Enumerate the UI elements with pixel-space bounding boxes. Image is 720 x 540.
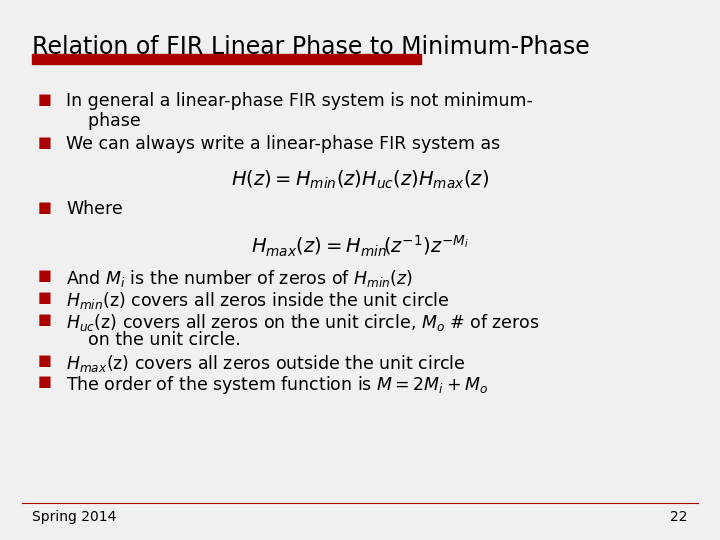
Text: And $M_i$ is the number of zeros of $H_{min}(z)$: And $M_i$ is the number of zeros of $H_{…: [66, 268, 413, 289]
Text: ■: ■: [37, 290, 51, 305]
Text: $H_{min}$(z) covers all zeros inside the unit circle: $H_{min}$(z) covers all zeros inside the…: [66, 290, 450, 311]
Bar: [32, 54, 421, 64]
Text: ■: ■: [37, 200, 51, 215]
Text: ■: ■: [37, 312, 51, 327]
Text: $H_{uc}$(z) covers all zeros on the unit circle, $M_o$ # of zeros: $H_{uc}$(z) covers all zeros on the unit…: [66, 312, 540, 333]
Text: $H_{max}(z)= H_{min}\!\left(z^{-1}\right)z^{-M_i}$: $H_{max}(z)= H_{min}\!\left(z^{-1}\right…: [251, 234, 469, 259]
Text: 22: 22: [670, 510, 688, 524]
Text: ■: ■: [37, 353, 51, 368]
Text: In general a linear-phase FIR system is not minimum-: In general a linear-phase FIR system is …: [66, 92, 533, 110]
Text: ■: ■: [37, 92, 51, 107]
Text: $H(z)= H_{min}(z)H_{uc}(z)H_{max}(z)$: $H(z)= H_{min}(z)H_{uc}(z)H_{max}(z)$: [231, 168, 489, 191]
Text: ■: ■: [37, 268, 51, 284]
Text: phase: phase: [66, 112, 141, 130]
Text: Where: Where: [66, 200, 123, 218]
Text: ■: ■: [37, 374, 51, 389]
Text: $H_{max}$(z) covers all zeros outside the unit circle: $H_{max}$(z) covers all zeros outside th…: [66, 353, 466, 374]
Text: Relation of FIR Linear Phase to Minimum-Phase: Relation of FIR Linear Phase to Minimum-…: [32, 35, 590, 59]
Text: ■: ■: [37, 135, 51, 150]
Text: Spring 2014: Spring 2014: [32, 510, 117, 524]
Text: We can always write a linear-phase FIR system as: We can always write a linear-phase FIR s…: [66, 135, 500, 153]
Text: The order of the system function is $M = 2M_i + M_o$: The order of the system function is $M =…: [66, 374, 488, 396]
Text: on the unit circle.: on the unit circle.: [66, 331, 241, 349]
